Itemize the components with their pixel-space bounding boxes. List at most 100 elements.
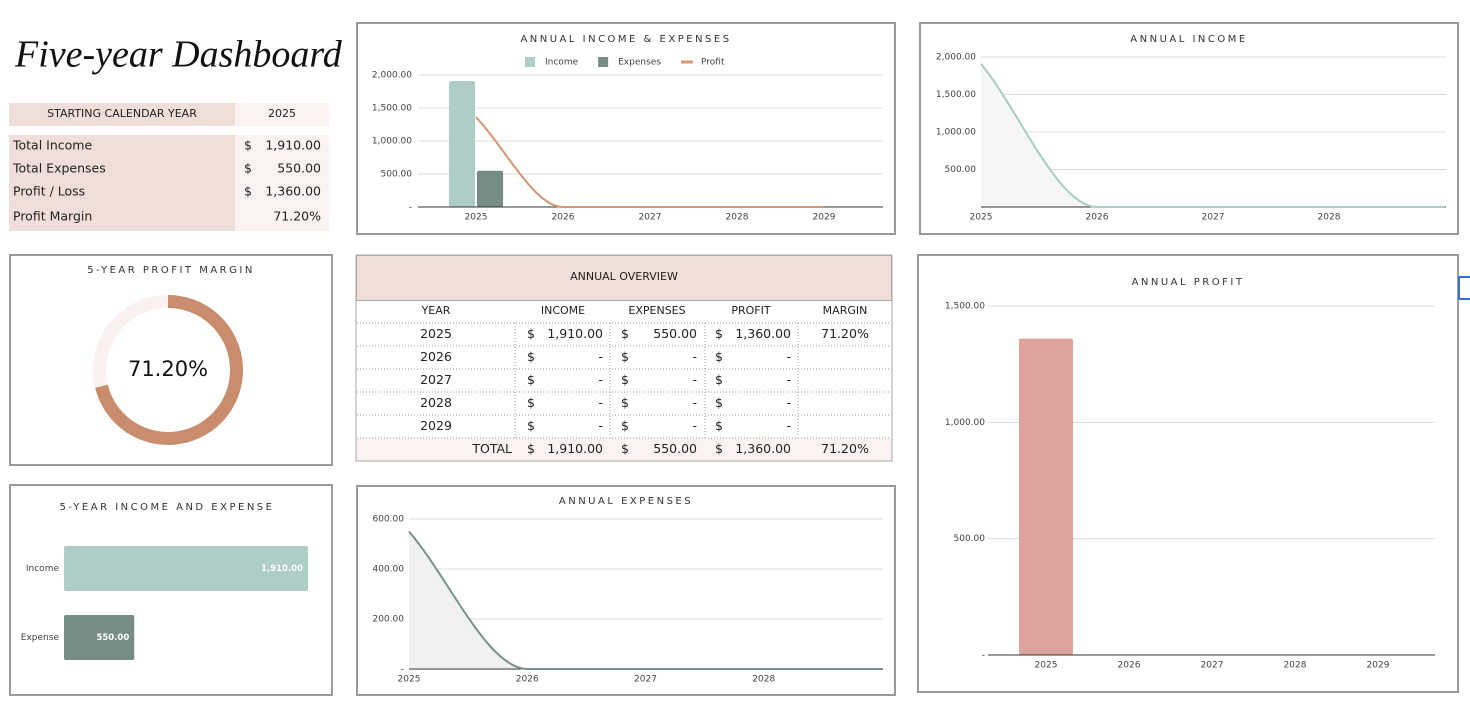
dashboard-title: Five-year Dashboard [14, 34, 343, 76]
table-cell: - [786, 395, 791, 410]
chart-title: ANNUAL PROFIT [1132, 277, 1245, 288]
table-cell: $ [527, 326, 535, 341]
table-cell: - [598, 372, 603, 387]
y-tick-label: - [409, 203, 412, 213]
summary-bg [9, 103, 235, 126]
summary-label: Profit / Loss [13, 184, 85, 199]
column-header: MARGIN [823, 304, 868, 317]
table-cell: - [786, 349, 791, 364]
x-tick-label: 2026 [552, 213, 575, 223]
table-cell: $ [621, 372, 629, 387]
y-tick-label: 500.00 [954, 534, 986, 544]
legend-label: Profit [701, 58, 725, 68]
chart-title: 5-YEAR PROFIT MARGIN [87, 265, 255, 276]
table-cell: 2025 [420, 326, 452, 341]
y-tick-label: 1,000.00 [372, 137, 412, 147]
y-tick-label: Income [26, 564, 60, 574]
summary-currency: $ [244, 138, 252, 153]
bar [448, 80, 475, 207]
y-tick-label: 1,000.00 [945, 418, 985, 428]
table-cell: 550.00 [653, 441, 697, 456]
x-tick-label: 2029 [1367, 661, 1390, 671]
table-cell: $ [527, 395, 535, 410]
table-cell: 2029 [420, 418, 452, 433]
table-cell: - [692, 349, 697, 364]
table-cell: $ [715, 395, 723, 410]
table-cell: 2028 [420, 395, 452, 410]
summary-label: Total Expenses [12, 161, 106, 176]
chart-title: ANNUAL EXPENSES [559, 496, 693, 507]
y-tick-label: 1,000.00 [936, 128, 976, 138]
x-tick-label: 2028 [752, 675, 775, 685]
table-cell: 1,910.00 [547, 441, 603, 456]
table-cell: $ [527, 349, 535, 364]
table-cell: - [692, 395, 697, 410]
table-cell: - [692, 418, 697, 433]
line [980, 63, 1445, 208]
table-cell: $ [621, 441, 629, 456]
table-cell: 2027 [420, 372, 452, 387]
table-cell: - [692, 372, 697, 387]
summary-value: 1,360.00 [265, 184, 321, 199]
legend-label: Income [545, 58, 579, 68]
y-tick-label: 2,000.00 [372, 71, 412, 81]
table-cell: $ [527, 372, 535, 387]
table-cell: $ [715, 349, 723, 364]
table-cell: $ [621, 326, 629, 341]
table-cell: - [786, 418, 791, 433]
bar [477, 170, 504, 207]
x-tick-label: 2027 [634, 675, 657, 685]
table-cell: 1,360.00 [735, 326, 791, 341]
line [408, 530, 882, 670]
summary-label: Total Income [12, 138, 92, 153]
center-label: 71.20% [128, 357, 208, 381]
x-tick-label: 2026 [1118, 661, 1141, 671]
summary-currency: $ [244, 161, 252, 176]
table-cell: $ [715, 326, 723, 341]
table-cell: $ [715, 418, 723, 433]
y-tick-label: 400.00 [373, 565, 405, 575]
x-tick-label: 2028 [726, 213, 749, 223]
column-header: EXPENSES [628, 304, 685, 317]
table-cell: - [598, 349, 603, 364]
legend-swatch [525, 57, 535, 67]
table-cell: $ [621, 418, 629, 433]
chart-title: ANNUAL INCOME [1130, 34, 1247, 45]
selection-handle [1458, 276, 1470, 300]
x-tick-label: 2025 [398, 675, 421, 685]
table-header-bg [356, 255, 892, 301]
y-tick-label: 500.00 [381, 170, 413, 180]
column-header: PROFIT [731, 304, 771, 317]
table-cell: 1,360.00 [735, 441, 791, 456]
table-cell: 71.20% [821, 441, 869, 456]
table-cell: - [786, 372, 791, 387]
y-tick-label: 1,500.00 [945, 302, 985, 312]
x-tick-label: 2028 [1284, 661, 1307, 671]
column-header: INCOME [541, 304, 585, 317]
donut-segment [93, 295, 169, 388]
x-tick-label: 2026 [516, 675, 539, 685]
x-tick-label: 2028 [1318, 213, 1341, 223]
table-cell: $ [621, 349, 629, 364]
y-tick-label: 600.00 [373, 515, 405, 525]
bar [64, 615, 135, 660]
bar [64, 546, 308, 591]
y-tick-label: 1,500.00 [372, 104, 412, 114]
chart-title: 5-YEAR INCOME AND EXPENSE [60, 502, 275, 513]
table-cell: 550.00 [653, 326, 697, 341]
table-title: ANNUAL OVERVIEW [570, 270, 678, 283]
y-tick-label: - [982, 651, 985, 661]
table-cell: $ [715, 372, 723, 387]
data-label: 1,910.00 [261, 564, 303, 574]
y-tick-label: 1,500.00 [936, 90, 976, 100]
chart-title: ANNUAL INCOME & EXPENSES [520, 34, 731, 45]
x-tick-label: 2025 [465, 213, 488, 223]
start-label: STARTING CALENDAR YEAR [47, 107, 197, 120]
summary-value: 1,910.00 [265, 138, 321, 153]
table-cell: 2026 [420, 349, 452, 364]
x-tick-label: 2027 [1202, 213, 1225, 223]
legend-label: Expenses [618, 58, 661, 68]
summary-bg [235, 103, 329, 126]
start-year: 2025 [268, 107, 296, 120]
